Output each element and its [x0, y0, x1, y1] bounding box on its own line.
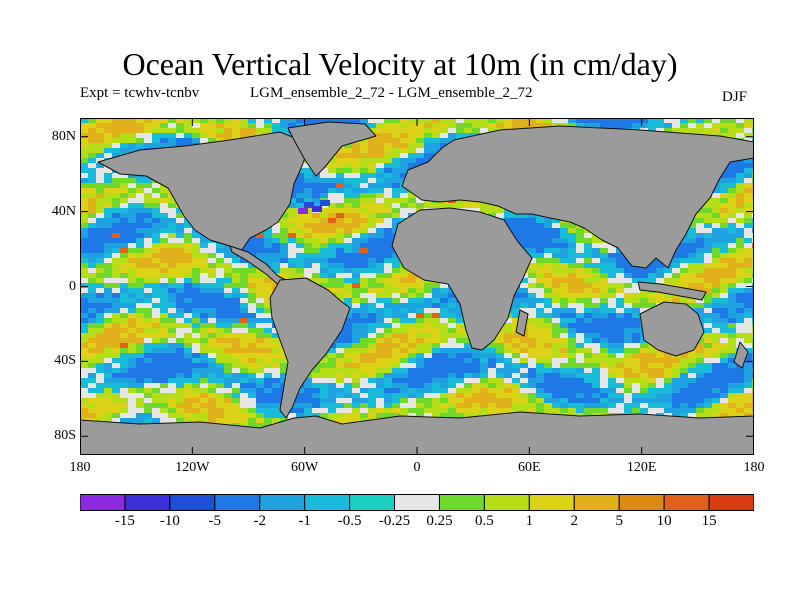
lon-tick-label: 0 [413, 460, 421, 475]
colorbar-level-label: 1 [525, 513, 534, 529]
lat-tick-label: 0 [69, 278, 76, 294]
lon-tick-label: 120E [626, 460, 657, 475]
colorbar-swatch [618, 494, 665, 511]
colorbar-level-label: 15 [701, 513, 717, 529]
colorbar-swatch [528, 494, 575, 511]
landmass-greenland [287, 121, 377, 177]
lat-tick-label: 80N [51, 128, 76, 144]
difference-label: LGM_ensemble_2_72 - LGM_ensemble_2_72 [250, 85, 533, 101]
colorbar-level-label: -2 [253, 513, 266, 529]
colorbar-level-label: 5 [615, 513, 623, 529]
land-mask [80, 121, 754, 455]
colorbar-swatch [483, 494, 530, 511]
map-title: Ocean Vertical Velocity at 10m (in cm/da… [122, 46, 678, 82]
lat-tick-label: 80S [54, 428, 76, 444]
colorbar-level-label: 10 [656, 513, 672, 529]
colorbar-swatch [349, 494, 396, 511]
lon-tick-label: 120W [175, 460, 210, 475]
colorbar-level-label: -10 [159, 513, 180, 529]
colorbar-swatch [438, 494, 485, 511]
colorbar-level-label: -0.5 [337, 513, 362, 529]
colorbar-swatch [394, 494, 440, 511]
landmass-madagascar [515, 309, 529, 337]
lon-tick-label: 60E [518, 460, 541, 475]
landmass-eurasia [401, 125, 754, 269]
colorbar-level-label: 0.5 [475, 513, 494, 529]
colorbar-level-label: -1 [298, 513, 311, 529]
landmass-indonesia [637, 281, 707, 301]
landmass-south-america [269, 277, 351, 419]
colorbar [80, 494, 754, 511]
colorbar-level-label: 0.25 [426, 513, 453, 529]
colorbar-swatch [573, 494, 620, 511]
colorbar-level-label: 2 [570, 513, 579, 529]
lon-tick-label: 60W [291, 460, 319, 475]
colorbar-swatch [214, 494, 261, 511]
season-label: DJF [722, 89, 748, 105]
colorbar-level-label: -0.25 [378, 513, 411, 529]
landmass-new-zealand [733, 341, 749, 369]
colorbar-level-label: -5 [208, 513, 222, 529]
colorbar-swatch [663, 494, 710, 511]
landmass-antarctica [80, 411, 754, 455]
colorbar-swatch [124, 494, 171, 511]
landmass-africa [391, 207, 533, 351]
lat-tick-label: 40S [54, 353, 76, 369]
colorbar-level-label: -15 [114, 513, 135, 529]
lon-tick-label: 180 [743, 460, 765, 475]
colorbar-swatch [259, 494, 306, 511]
landmass-australia [639, 301, 705, 357]
ocean-velocity-map [80, 118, 754, 455]
colorbar-swatch [708, 494, 754, 511]
colorbar-swatch [304, 494, 351, 511]
experiment-label: Expt = tcwhv-tcnbv [80, 85, 200, 101]
lon-tick-label: 180 [69, 460, 91, 475]
colorbar-swatch [80, 494, 126, 511]
landmass-north-america [97, 131, 311, 257]
lat-tick-label: 40N [51, 203, 76, 219]
colorbar-swatch [169, 494, 216, 511]
